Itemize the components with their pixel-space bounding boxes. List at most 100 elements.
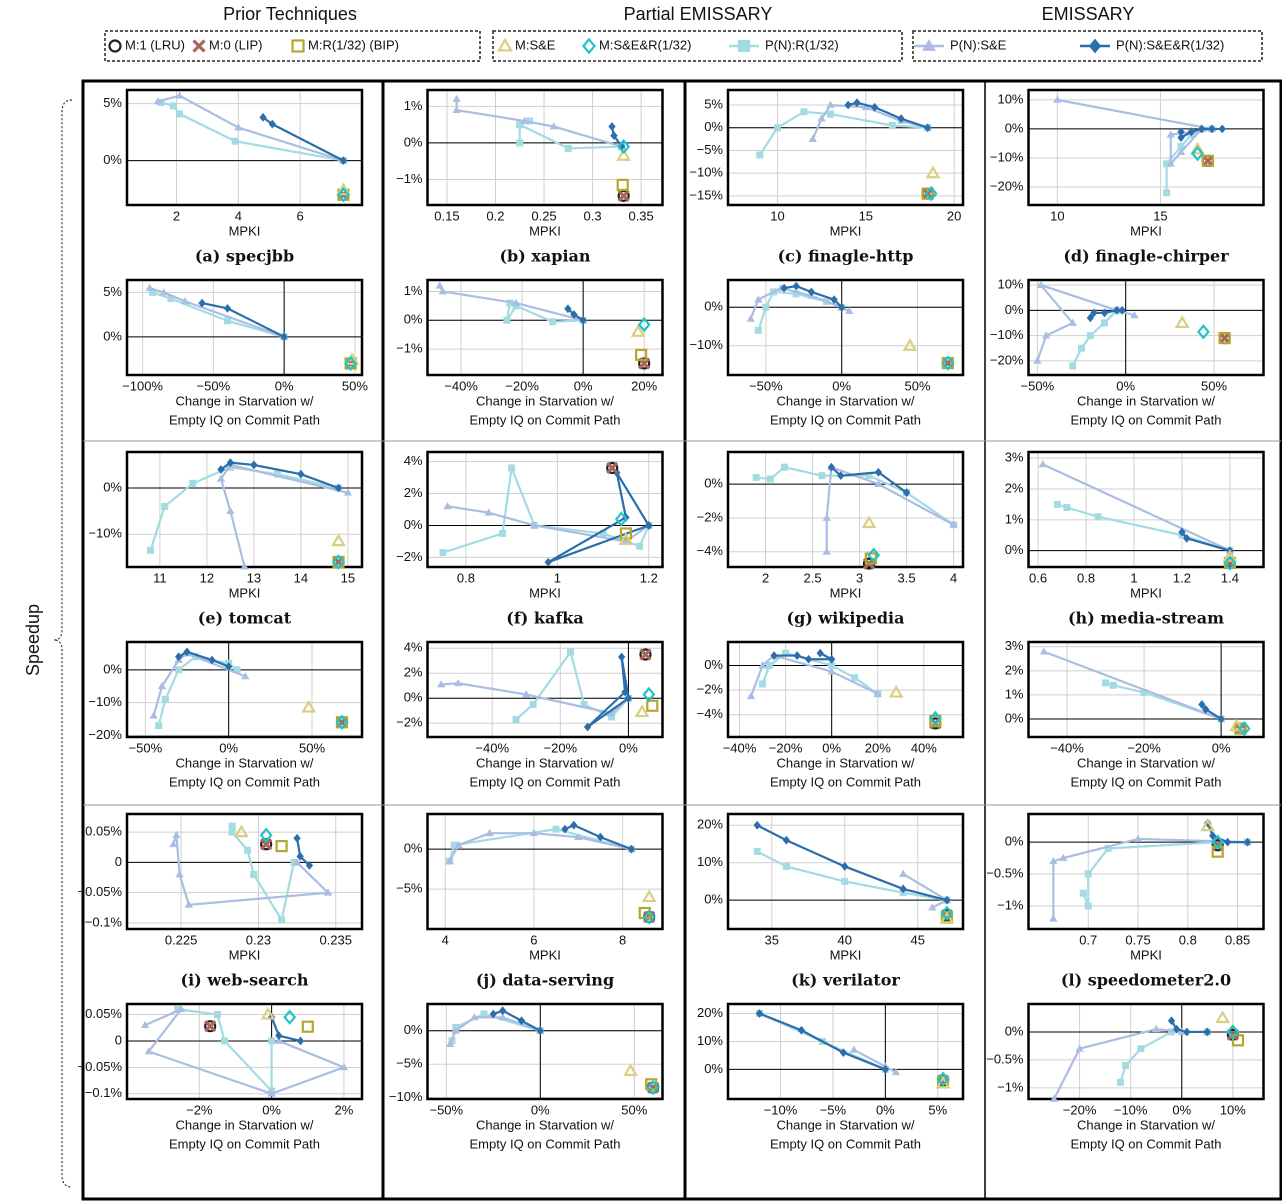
plot-frame (125, 1002, 364, 1101)
x-axis-label: MPKI (1130, 585, 1162, 600)
y-tick-label: 10% (997, 276, 1023, 291)
marker (874, 479, 883, 488)
y-tick-label: 0% (704, 476, 723, 491)
marker (522, 690, 531, 698)
x-tick-label: 40% (911, 740, 937, 755)
marker (924, 185, 938, 202)
marker (619, 527, 633, 540)
x-axis-label: Change in Starvation w/ (175, 755, 313, 770)
series-line (448, 828, 632, 862)
x-tick-label: −5% (820, 1102, 847, 1117)
marker (616, 178, 629, 192)
marker (1130, 311, 1139, 319)
marker (817, 114, 826, 122)
plot-frame (125, 812, 364, 931)
marker (1196, 324, 1210, 340)
marker (579, 315, 587, 325)
marker (296, 1036, 305, 1046)
marker (635, 348, 648, 361)
y-tick-label: −10% (990, 149, 1024, 164)
marker (228, 828, 236, 836)
marker (1086, 332, 1094, 340)
x-tick-label: 0.8 (1077, 570, 1095, 585)
marker (845, 306, 854, 315)
marker (780, 463, 788, 471)
x-tick-label: 8 (619, 932, 626, 947)
x-tick-label: 1 (1130, 570, 1137, 585)
x-tick-label: 0.2 (486, 208, 504, 223)
x-tick-label: 0.7 (1079, 932, 1097, 947)
marker (1177, 133, 1185, 143)
y-tick-label: −2% (396, 549, 423, 564)
marker (567, 648, 575, 656)
panel-title: (l) speedometer2.0 (1061, 971, 1231, 990)
marker (1084, 902, 1092, 910)
x-axis-label: Empty IQ on Commit Path (1071, 774, 1222, 789)
marker (484, 508, 493, 516)
plot-frame (426, 1002, 664, 1101)
figure-frame (81, 79, 1282, 1201)
x-tick-label: 1.2 (640, 570, 658, 585)
marker (936, 1071, 950, 1087)
marker (873, 689, 882, 697)
x-axis-label: MPKI (529, 947, 561, 962)
x-tick-label: −2% (186, 1102, 213, 1117)
plot-frame (426, 278, 664, 377)
x-axis-label: Empty IQ on Commit Path (1071, 412, 1222, 427)
y-tick-label: 0% (704, 657, 723, 672)
y-tick-label: −0.5% (986, 865, 1024, 880)
marker (439, 549, 447, 557)
series-line (1042, 463, 1231, 552)
y-tick-label: 4% (404, 453, 423, 468)
marker (1223, 555, 1237, 571)
marker (770, 651, 778, 660)
y-tick-label: −10% (990, 327, 1024, 342)
series-line (1181, 531, 1231, 552)
x-axis-label: MPKI (529, 585, 561, 600)
x-tick-label: 0.6 (1029, 570, 1047, 585)
series-line (547, 472, 650, 564)
y-tick-label: −1% (396, 171, 423, 186)
marker (250, 460, 258, 470)
marker (1218, 332, 1231, 345)
marker (621, 687, 629, 697)
y-tick-label: −0.5% (986, 1051, 1024, 1066)
x-tick-label: −40% (723, 740, 757, 755)
marker (260, 838, 273, 851)
x-tick-label: 0% (574, 378, 593, 393)
x-tick-label: 11 (153, 570, 167, 585)
x-axis-label: Empty IQ on Commit Path (169, 774, 320, 789)
marker (189, 479, 197, 487)
series-line (270, 1016, 301, 1043)
marker (180, 297, 190, 305)
marker (1079, 889, 1087, 897)
marker (497, 37, 513, 52)
series-line (149, 466, 339, 551)
series-line (149, 286, 285, 338)
marker (606, 461, 619, 475)
panel-title: (j) data-serving (476, 971, 614, 990)
y-tick-label: 0% (1005, 542, 1024, 557)
x-tick-label: −20% (505, 378, 539, 393)
marker (1223, 837, 1232, 847)
x-tick-label: 5% (928, 1102, 947, 1117)
y-tick-label: 3% (1005, 638, 1024, 653)
legend-group-title: Partial EMISSARY (624, 4, 773, 24)
marker (508, 464, 516, 472)
marker (169, 102, 177, 110)
x-tick-label: −50% (129, 740, 163, 755)
marker (1049, 914, 1058, 922)
y-tick-label: 2% (1005, 480, 1024, 495)
series-line (201, 302, 285, 338)
x-tick-label: 3 (856, 570, 863, 585)
marker (231, 137, 239, 145)
marker (902, 488, 911, 497)
y-tick-label: 3% (1005, 450, 1024, 465)
series-line (564, 823, 632, 851)
plot-frame (426, 450, 664, 569)
marker (1042, 331, 1051, 339)
marker (759, 680, 767, 688)
marker (583, 722, 592, 732)
plot-frame (125, 278, 364, 377)
x-tick-label: 50% (299, 740, 325, 755)
